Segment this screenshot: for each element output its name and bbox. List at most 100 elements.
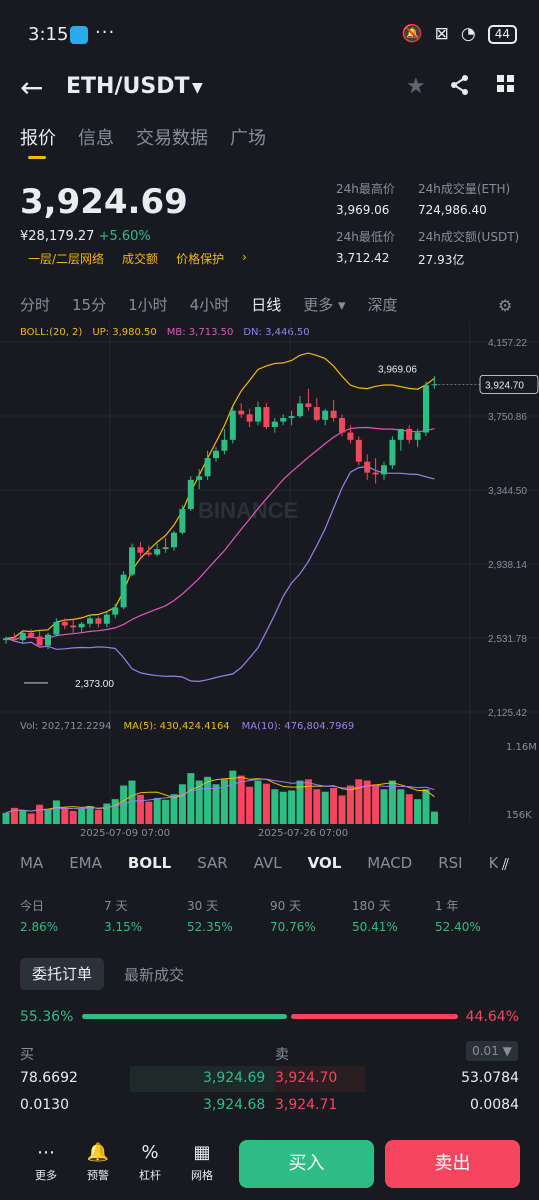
candle-body — [137, 547, 144, 553]
nav-leverage[interactable]: % 杠杆 — [130, 1142, 170, 1183]
volume-bar — [372, 784, 380, 824]
ind-sar[interactable]: SAR — [197, 854, 228, 872]
vol-ma10-line — [5, 778, 435, 814]
volume-bar — [212, 784, 220, 824]
interval-4h[interactable]: 4小时 — [189, 296, 230, 314]
sell-header: 卖 — [275, 1047, 289, 1063]
volume-bar — [254, 780, 262, 824]
candle-body — [414, 432, 421, 440]
volume-bar — [204, 776, 212, 824]
bid-qty: 78.6692 — [20, 1070, 78, 1086]
chart-settings-icon[interactable]: ⚙ — [498, 296, 513, 315]
volume-bar — [103, 803, 111, 824]
indicator-settings-icon[interactable]: ⫽ — [498, 855, 510, 875]
tab-recent-trades[interactable]: 最新成交 — [124, 966, 185, 984]
candle-body — [355, 439, 362, 462]
candle-body — [288, 416, 295, 418]
orderbook-row: 0.0130 3,924.68 3,924.71 0.0084 — [20, 1097, 519, 1121]
bid-price[interactable]: 3,924.68 — [203, 1097, 266, 1113]
bid-price[interactable]: 3,924.69 — [203, 1070, 266, 1086]
tag-layer-network[interactable]: 一层/二层网络 — [28, 252, 105, 266]
tab-order-book[interactable]: 委托订单 — [20, 958, 104, 990]
volume-bar — [44, 809, 52, 824]
interval-1d[interactable]: 日线 — [251, 296, 282, 314]
candle-body — [221, 439, 228, 451]
interval-15m[interactable]: 15分 — [72, 296, 107, 314]
candle-body — [372, 472, 379, 475]
nav-alert[interactable]: 🔔 预警 — [78, 1142, 118, 1183]
stat-high-label: 24h最高价 — [336, 182, 395, 196]
perf-label: 180 天 — [352, 899, 391, 913]
interval-more[interactable]: 更多 ▾ — [303, 296, 346, 314]
buy-ratio-bar — [82, 1014, 287, 1019]
price-change: +5.60% — [98, 229, 151, 244]
volume-bar — [120, 785, 128, 824]
vol-label: Vol: 202,712.2294 — [20, 721, 112, 732]
vol-ma10: MA(10): 476,804.7969 — [241, 721, 355, 732]
volume-bar — [346, 785, 354, 824]
volume-bar — [2, 812, 10, 824]
ask-qty: 53.0784 — [461, 1070, 519, 1086]
candle-body — [305, 403, 312, 408]
ind-ema[interactable]: EMA — [69, 854, 102, 872]
interval-depth[interactable]: 深度 — [367, 296, 398, 314]
tag-turnover[interactable]: 成交额 — [122, 252, 159, 266]
binance-watermark: BINANCE — [198, 498, 298, 523]
ask-price[interactable]: 3,924.70 — [275, 1070, 338, 1086]
boll-upper-line — [5, 352, 435, 639]
tag-price-protection[interactable]: 价格保护 — [176, 252, 225, 266]
pair-selector[interactable]: ETH/USDT — [66, 74, 190, 99]
candle-body — [397, 428, 404, 440]
ind-vol[interactable]: VOL — [307, 854, 342, 872]
volume-bar — [422, 789, 430, 824]
nav-grid[interactable]: ▦ 网格 — [182, 1142, 222, 1183]
ind-boll[interactable]: BOLL — [127, 854, 172, 872]
interval-time[interactable]: 分时 — [20, 296, 51, 314]
high-price-mark: 3,969.06 — [378, 364, 417, 375]
share-icon[interactable] — [449, 74, 471, 102]
candle-body — [120, 574, 127, 608]
ind-rsi[interactable]: RSI — [438, 854, 463, 872]
candle-body — [129, 547, 135, 575]
volume-bar — [380, 789, 388, 824]
price-axis-label: 2,938.14 — [488, 560, 527, 571]
bid-depth-bar — [130, 1066, 288, 1092]
sell-button[interactable]: 卖出 — [385, 1140, 520, 1188]
tag-links: 一层/二层网络 成交额 价格保护 › — [28, 250, 247, 267]
buy-button[interactable]: 买入 — [239, 1140, 374, 1188]
ind-avl[interactable]: AVL — [253, 854, 282, 872]
interval-1h[interactable]: 1小时 — [128, 296, 168, 314]
volume-bar — [178, 784, 186, 824]
boll-label: BOLL:(20, 2) — [20, 327, 83, 338]
candle-body — [3, 638, 9, 641]
nav-grid-label: 网格 — [191, 1169, 213, 1182]
precision-select[interactable]: 0.01 ▼ — [466, 1041, 518, 1061]
volume-bar — [304, 779, 312, 824]
grid-menu-icon[interactable] — [496, 74, 516, 100]
tab-square[interactable]: 广场 — [230, 128, 266, 149]
date-label-1: 2025-07-09 07:00 — [80, 828, 171, 839]
back-icon[interactable]: ← — [20, 71, 44, 104]
stat-high-value: 3,969.06 — [336, 203, 390, 217]
volume-bar — [363, 780, 371, 824]
ind-macd[interactable]: MACD — [367, 854, 413, 872]
nav-leverage-label: 杠杆 — [139, 1169, 161, 1182]
nav-more[interactable]: ⋯ 更多 — [26, 1142, 66, 1183]
chevron-right-icon[interactable]: › — [242, 250, 247, 264]
battery-icon: 44 — [487, 24, 517, 44]
star-icon[interactable]: ★ — [406, 74, 426, 99]
stat-vol-eth-label: 24h成交量(ETH) — [418, 182, 511, 196]
tab-quote[interactable]: 报价 — [20, 128, 56, 149]
ask-price[interactable]: 3,924.71 — [275, 1097, 338, 1113]
boll-up: UP: 3,980.50 — [92, 327, 157, 338]
ind-ma[interactable]: MA — [20, 854, 44, 872]
tab-trading-data[interactable]: 交易数据 — [136, 128, 208, 149]
candle-body — [347, 432, 354, 440]
candle-body — [406, 428, 413, 440]
tab-info[interactable]: 信息 — [78, 128, 114, 149]
volume-bar — [430, 811, 438, 824]
volume-bar — [52, 800, 60, 824]
price-chart[interactable]: BINANCE 4,157.22 3,750.86 3,344.50 2,938.14… — [0, 322, 539, 852]
chevron-down-icon[interactable]: ▼ — [192, 80, 203, 96]
volume-bar — [145, 801, 153, 824]
